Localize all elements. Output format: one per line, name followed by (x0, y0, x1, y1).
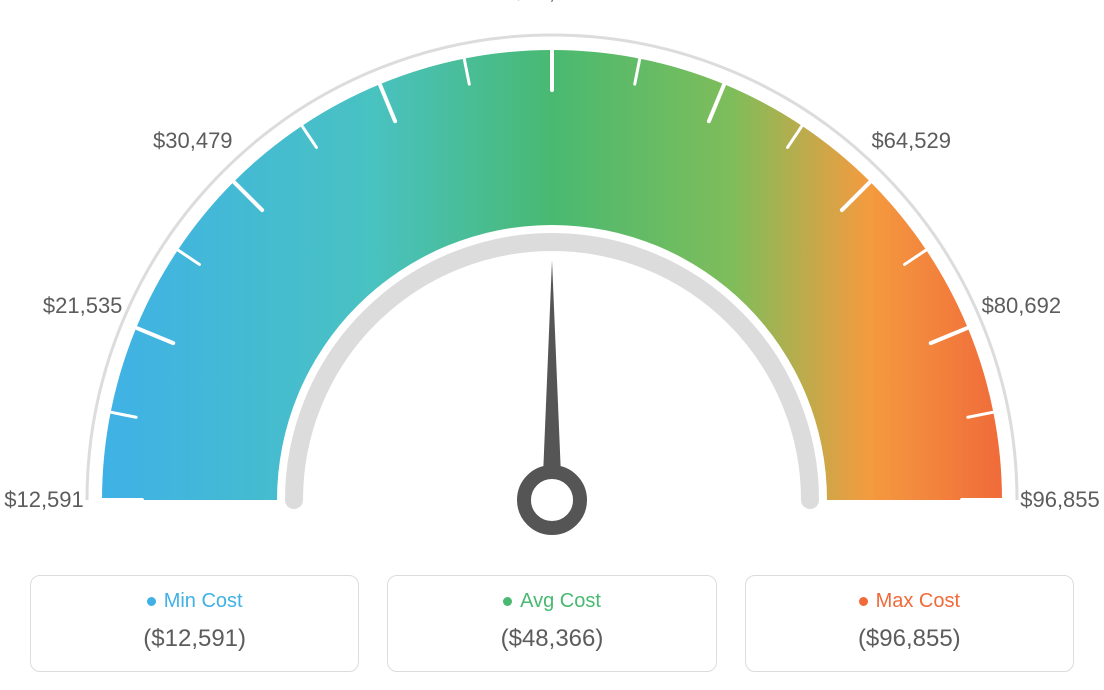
gauge-scale-label: $21,535 (43, 293, 123, 319)
gauge-svg (0, 0, 1104, 560)
min-cost-title: Min Cost (147, 590, 243, 613)
gauge-scale-label: $30,479 (153, 128, 233, 154)
gauge-scale-label: $96,855 (1020, 487, 1100, 513)
max-cost-label: Max Cost (876, 590, 960, 613)
gauge-chart: $12,591 $21,535 $30,479 $48,366 $64,529 $80,6… (0, 0, 1104, 560)
avg-cost-card: Avg Cost ($48,366) (387, 575, 716, 672)
gauge-scale-label: $80,692 (982, 293, 1062, 319)
gauge-scale-label: $12,591 (4, 487, 84, 513)
avg-cost-title: Avg Cost (503, 590, 601, 613)
dot-icon (147, 597, 156, 606)
min-cost-card: Min Cost ($12,591) (30, 575, 359, 672)
max-cost-value: ($96,855) (756, 625, 1063, 653)
dot-icon (859, 597, 868, 606)
max-cost-card: Max Cost ($96,855) (745, 575, 1074, 672)
min-cost-label: Min Cost (164, 590, 243, 613)
gauge-scale-label: $64,529 (871, 128, 951, 154)
avg-cost-value: ($48,366) (398, 625, 705, 653)
dot-icon (503, 597, 512, 606)
min-cost-value: ($12,591) (41, 625, 348, 653)
gauge-scale-label: $48,366 (512, 0, 592, 5)
max-cost-title: Max Cost (859, 590, 960, 613)
avg-cost-label: Avg Cost (520, 590, 601, 613)
summary-cards: Min Cost ($12,591) Avg Cost ($48,366) Ma… (30, 575, 1074, 672)
